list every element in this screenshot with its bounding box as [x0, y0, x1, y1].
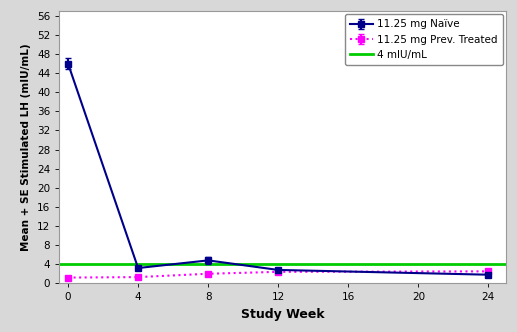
4 mIU/mL	[82, 262, 88, 266]
Legend: 11.25 mg Naïve, 11.25 mg Prev. Treated, 4 mIU/mL: 11.25 mg Naïve, 11.25 mg Prev. Treated, …	[345, 14, 503, 65]
Y-axis label: Mean + SE Stimulated LH (mIU/mL): Mean + SE Stimulated LH (mIU/mL)	[21, 43, 32, 251]
X-axis label: Study Week: Study Week	[241, 308, 324, 321]
4 mIU/mL	[65, 262, 71, 266]
